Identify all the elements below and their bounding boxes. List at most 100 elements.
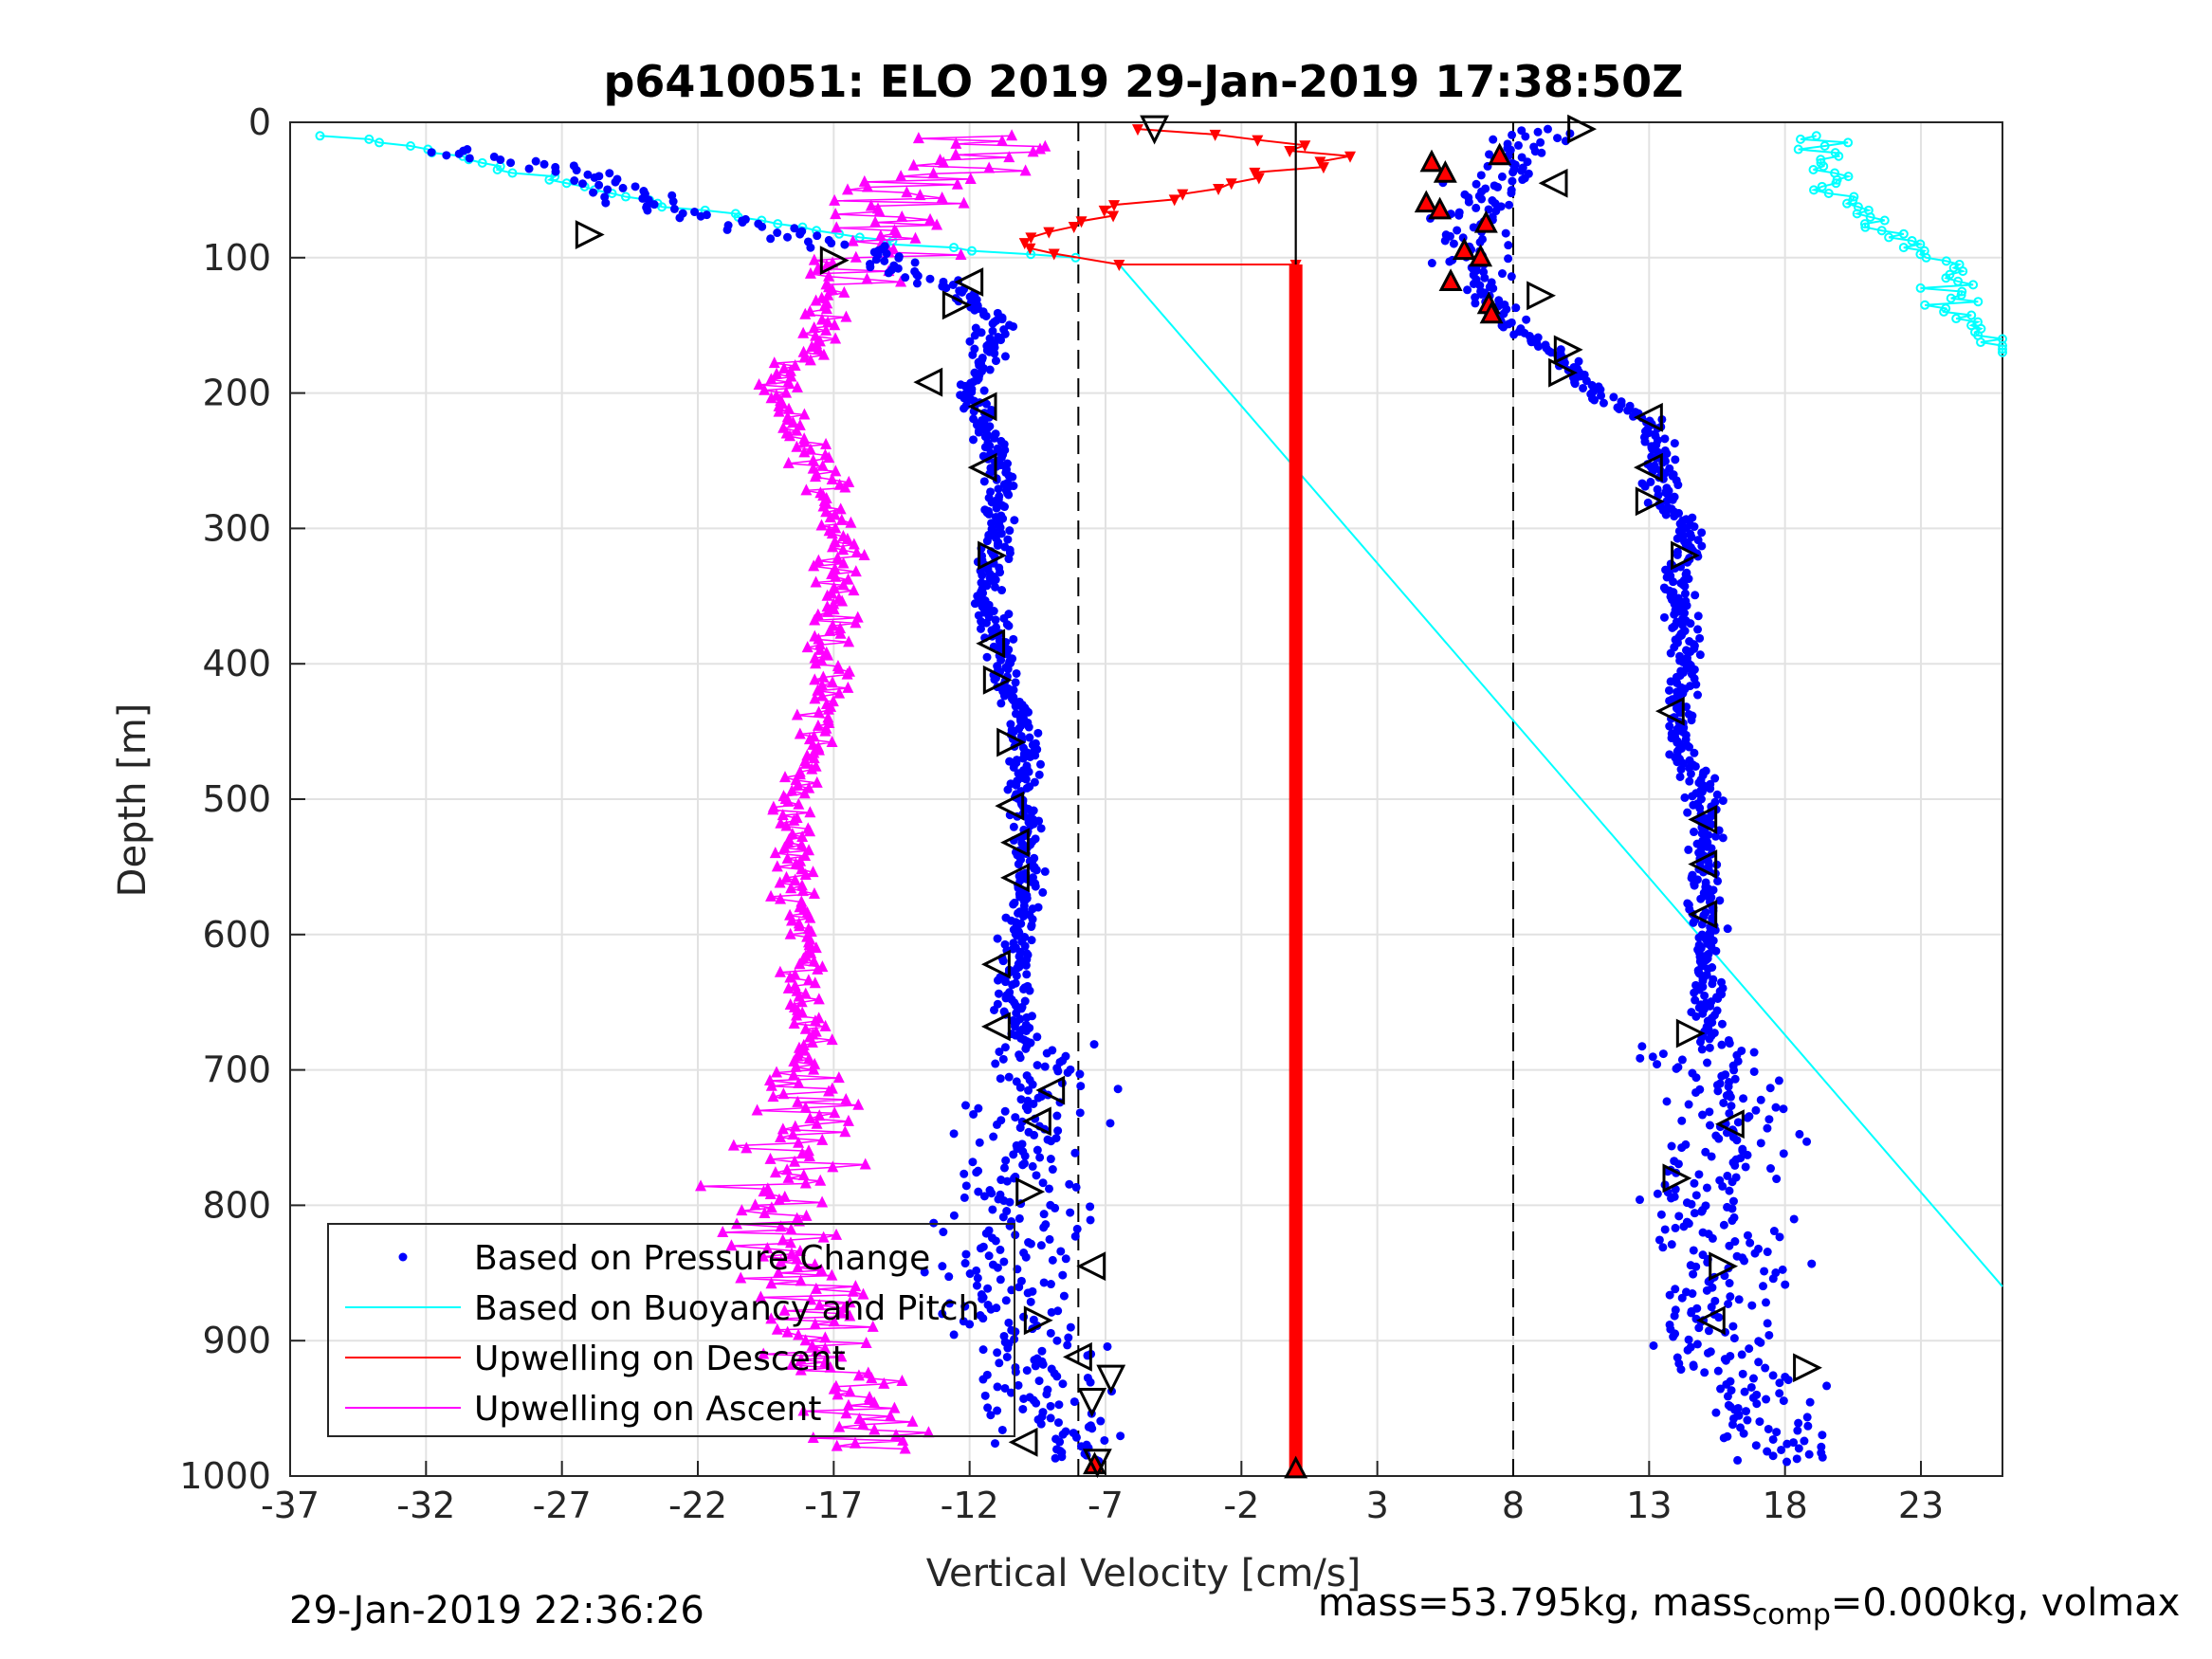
pressure-change-point <box>1734 1295 1744 1304</box>
ascent-upwelling-point <box>797 345 810 357</box>
pressure-change-point <box>1021 775 1031 784</box>
pressure-change-point <box>766 234 776 244</box>
ascent-upwelling-point <box>771 1322 783 1335</box>
ascent-upwelling-point <box>791 1252 803 1265</box>
pressure-change-point <box>944 1299 954 1308</box>
pressure-change-point <box>983 1284 993 1293</box>
pressure-change-point <box>1096 1416 1106 1426</box>
pressure-change-point <box>1058 1430 1068 1439</box>
ascent-upwelling-point <box>852 1369 865 1381</box>
pressure-change-point <box>1028 1161 1037 1171</box>
ascent-upwelling-point <box>786 784 798 796</box>
pressure-change-point <box>1660 1225 1670 1234</box>
pressure-change-point <box>949 1330 959 1340</box>
pressure-change-point <box>968 350 978 359</box>
pressure-change-point <box>1026 1239 1035 1249</box>
x-tick-label: -7 <box>1088 1485 1124 1526</box>
descent-upwelling-point <box>1168 194 1180 207</box>
ascent-upwelling-point <box>823 1085 835 1097</box>
pressure-change-point <box>975 1138 984 1147</box>
buoyancy-pitch-point <box>1976 337 1986 348</box>
ascent-upwelling-point <box>794 957 806 970</box>
ascent-upwelling-point <box>834 502 847 515</box>
ascent-upwelling-point <box>809 692 821 704</box>
ascent-upwelling-point <box>824 624 836 636</box>
pressure-change-point <box>1053 1418 1063 1428</box>
ascent-upwelling-point <box>797 1404 810 1416</box>
pressure-change-point <box>949 1211 959 1220</box>
buoyancy-pitch-point <box>1843 172 1854 182</box>
ascent-upwelling-point <box>938 155 950 168</box>
ascent-upwelling-point <box>924 212 937 225</box>
ascent-upwelling-point <box>808 955 820 967</box>
pressure-change-point <box>1751 1105 1761 1115</box>
x-tick-label: -12 <box>941 1485 999 1526</box>
pressure-change-point <box>1690 1178 1699 1188</box>
ascent-upwelling-point <box>784 1236 796 1249</box>
turn-marker <box>982 665 1013 695</box>
pressure-change-point <box>1051 1203 1060 1212</box>
pressure-change-point <box>979 477 989 486</box>
pressure-change-point <box>1725 1186 1734 1195</box>
buoyancy-pitch-point <box>1948 263 1959 273</box>
pressure-change-point <box>1677 1116 1687 1125</box>
turn-marker <box>980 1012 1011 1042</box>
buoyancy-pitch-point <box>1793 144 1803 155</box>
ascent-upwelling-point <box>809 1057 821 1069</box>
pressure-change-point <box>994 484 1003 494</box>
pressure-change-point <box>1756 1139 1765 1148</box>
pressure-change-point <box>1052 1111 1062 1121</box>
descent-upwelling-point <box>1177 189 1189 201</box>
buoyancy-pitch-point <box>544 174 555 185</box>
pressure-change-point <box>1711 1408 1721 1417</box>
ascent-upwelling-point <box>806 340 818 353</box>
ascent-upwelling-point <box>765 1277 777 1289</box>
pressure-change-point <box>1795 1129 1804 1139</box>
ascent-upwelling-point <box>788 813 800 826</box>
ascent-upwelling-point <box>799 1334 812 1346</box>
ascent-upwelling-point <box>810 657 822 669</box>
ascent-upwelling-point <box>822 288 834 301</box>
pressure-change-point <box>1789 1214 1799 1224</box>
ascent-upwelling-point <box>803 939 815 951</box>
pressure-change-point <box>997 586 1007 595</box>
ascent-upwelling-point <box>803 1052 815 1065</box>
ascent-upwelling-point <box>845 516 857 528</box>
pressure-change-point <box>1675 772 1685 781</box>
pressure-change-point <box>961 1249 971 1259</box>
descent-upwelling-band <box>1289 264 1303 1477</box>
buoyancy-pitch-point <box>1823 188 1834 198</box>
pressure-change-point <box>978 1314 988 1323</box>
pressure-change-point <box>1046 1155 1055 1164</box>
ascent-upwelling-point <box>819 1019 832 1031</box>
pressure-change-point <box>1063 1340 1072 1350</box>
pressure-change-point <box>976 1244 985 1253</box>
pressure-change-point <box>974 428 983 437</box>
ascent-upwelling-point <box>783 429 795 442</box>
ascent-upwelling-point <box>805 1293 817 1305</box>
pressure-change-point <box>1045 1234 1054 1244</box>
ascent-upwelling-point <box>842 1398 854 1411</box>
pressure-change-point <box>1018 1160 1028 1170</box>
ascent-upwelling-point <box>950 148 962 160</box>
pressure-change-point <box>965 1320 975 1329</box>
pressure-change-point <box>1661 510 1671 520</box>
pressure-change-point <box>1741 1162 1750 1172</box>
ascent-upwelling-point <box>816 689 829 702</box>
pressure-change-point <box>1722 1379 1731 1389</box>
pressure-change-point <box>1069 1397 1079 1407</box>
ascent-upwelling-point <box>796 1006 809 1018</box>
pressure-change-point <box>991 1236 1000 1246</box>
ascent-upwelling-point <box>841 183 853 195</box>
ascent-upwelling-point <box>795 995 808 1008</box>
buoyancy-pitch-point <box>1973 297 1983 307</box>
pressure-change-point <box>1818 1452 1827 1462</box>
pressure-change-point <box>987 498 996 507</box>
pressure-change-point <box>1724 1300 1733 1309</box>
pressure-change-point <box>1635 1195 1644 1205</box>
pressure-change-point <box>1016 1095 1026 1104</box>
pressure-change-point <box>1454 210 1464 220</box>
pressure-change-point <box>1793 1426 1802 1435</box>
pressure-change-point <box>1031 882 1040 891</box>
pressure-change-point <box>1654 1235 1664 1245</box>
